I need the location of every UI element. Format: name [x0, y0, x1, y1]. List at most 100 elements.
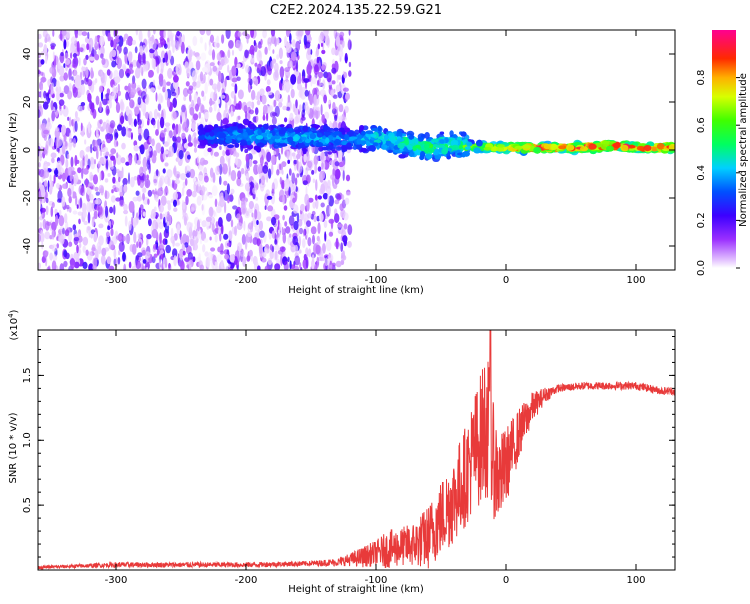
heatmap-cell	[40, 123, 47, 130]
heatmap-cell	[173, 255, 177, 267]
heatmap-cell	[105, 205, 109, 218]
heatmap-cell	[279, 143, 288, 147]
heatmap-cell	[98, 184, 105, 193]
figure-title: C2E2.2024.135.22.59.G21	[270, 3, 442, 18]
heatmap-cell	[234, 103, 241, 110]
heatmap-cell	[58, 215, 65, 227]
heatmap-cell	[137, 233, 141, 240]
heatmap-cell	[72, 53, 77, 58]
heatmap-cell	[267, 91, 273, 96]
heatmap-cell	[157, 85, 161, 90]
heatmap-cell	[225, 265, 229, 270]
heatmap-cell	[237, 31, 242, 37]
heatmap-cell	[40, 76, 47, 83]
heatmap-cell	[61, 196, 66, 207]
heatmap-cell	[304, 103, 309, 111]
heatmap-cell	[50, 89, 54, 95]
heatmap-cell	[199, 157, 206, 166]
heatmap-cell	[473, 147, 481, 154]
heatmap-cell	[68, 82, 72, 91]
heatmap-cell	[167, 135, 171, 146]
heatmap-cell	[261, 94, 267, 105]
heatmap-cell	[173, 127, 177, 138]
heatmap-cell	[279, 246, 286, 253]
heatmap-cell	[166, 97, 171, 108]
heatmap-cell	[139, 45, 143, 56]
heatmap-cell	[116, 180, 121, 193]
heatmap-cell	[294, 255, 301, 266]
heatmap-cell	[136, 254, 140, 261]
heatmap-cell	[162, 79, 167, 91]
heatmap-cell	[110, 148, 117, 155]
heatmap-cell	[83, 58, 87, 66]
heatmap-cell	[256, 163, 262, 174]
heatmap-cell	[54, 208, 58, 215]
heatmap-cell	[315, 106, 320, 111]
heatmap-cell	[89, 99, 93, 110]
heatmap-cell	[50, 45, 55, 50]
heatmap-cell	[254, 225, 261, 232]
heatmap-cell	[221, 224, 224, 235]
heatmap-cell	[223, 233, 229, 240]
heatmap-cell	[94, 35, 98, 47]
heatmap-cell	[196, 195, 202, 206]
heatmap-cell	[264, 246, 267, 255]
heatmap-cell	[256, 220, 259, 225]
heatmap-cell	[213, 210, 216, 217]
heatmap-cell	[148, 69, 154, 78]
heatmap-cell	[110, 195, 116, 203]
heatmap-cell	[172, 248, 178, 258]
heatmap-cell	[397, 142, 405, 149]
heatmap-cell	[124, 85, 129, 91]
heatmap-cell	[60, 52, 64, 57]
heatmap-cell	[285, 226, 291, 234]
heatmap-cell	[38, 118, 41, 130]
heatmap-cell	[142, 192, 145, 201]
heatmap-cell	[80, 84, 86, 96]
heatmap-cell	[305, 248, 308, 255]
heatmap-cell	[193, 242, 198, 251]
heatmap-cell	[199, 36, 203, 44]
heatmap-cell	[234, 142, 240, 148]
heatmap-cell	[320, 202, 325, 208]
heatmap-cell	[129, 99, 135, 109]
heatmap-cell	[282, 214, 285, 221]
heatmap-cell	[311, 259, 315, 270]
heatmap-cell	[408, 152, 415, 158]
heatmap-cell	[324, 231, 327, 242]
heatmap-cell	[157, 119, 160, 131]
heatmap-cell	[76, 244, 79, 254]
heatmap-cell	[281, 181, 285, 189]
heatmap-cell	[341, 113, 345, 123]
heatmap-cell	[303, 153, 307, 163]
heatmap-cell	[96, 133, 100, 139]
heatmap-cell	[314, 263, 317, 270]
heatmap-cell	[216, 42, 220, 48]
heatmap-cell	[54, 109, 59, 116]
heatmap-cell	[55, 80, 60, 89]
heatmap-cell	[269, 244, 273, 251]
heatmap-cell	[191, 70, 197, 82]
heatmap-cell	[316, 235, 320, 242]
heatmap-cell	[183, 216, 188, 226]
heatmap-cell	[307, 212, 312, 219]
heatmap-cell	[77, 30, 83, 36]
heatmap-cell	[122, 251, 126, 262]
heatmap-cell	[234, 83, 238, 94]
heatmap-cell	[522, 144, 531, 149]
heatmap-cell	[344, 134, 350, 141]
heatmap-cell	[322, 243, 326, 254]
heatmap-cell	[304, 138, 311, 144]
heatmap-cell	[317, 79, 320, 86]
heatmap-cell	[270, 60, 274, 70]
heatmap-cell	[194, 94, 198, 100]
heatmap-cell	[125, 91, 129, 101]
heatmap-cell	[110, 155, 116, 161]
heatmap-cell	[304, 89, 309, 97]
heatmap-cell	[166, 81, 171, 86]
heatmap-cell	[320, 42, 324, 48]
heatmap-cell	[93, 174, 98, 185]
heatmap-cell	[128, 261, 132, 269]
heatmap-cell	[344, 105, 349, 114]
heatmap-cell	[248, 70, 252, 81]
